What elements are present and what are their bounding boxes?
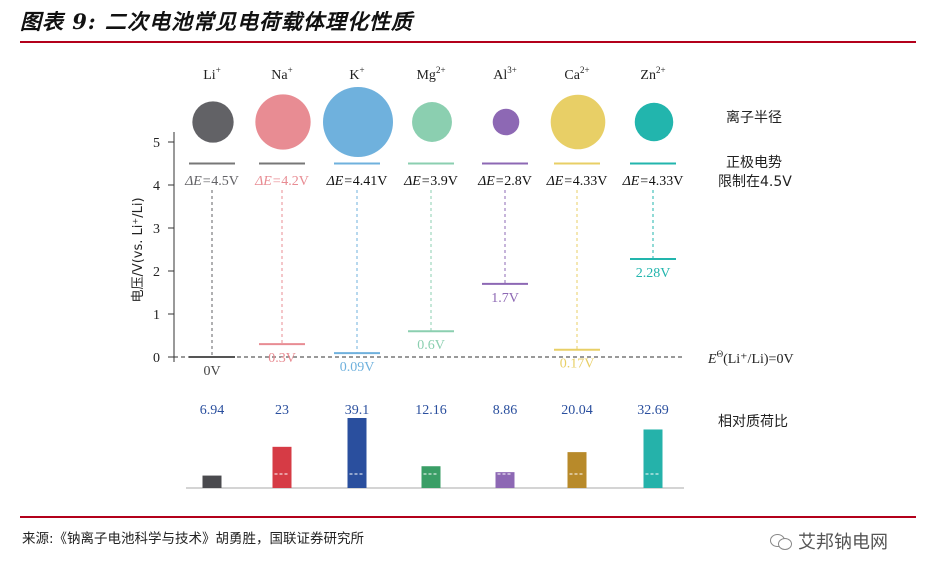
radius-annotation: 离子半径 xyxy=(726,109,782,126)
reference-annotation-part: E xyxy=(707,352,717,367)
delta-e-prefix: ΔE= xyxy=(403,174,430,189)
delta-e-value: 4.33V xyxy=(573,174,608,189)
mass-charge-bar xyxy=(495,472,515,488)
delta-e-prefix: ΔE= xyxy=(326,174,353,189)
mass-charge-value: 12.16 xyxy=(415,403,447,418)
reference-annotation-part: (Li⁺/Li)=0V xyxy=(723,352,794,367)
anode-voltage-label: 0.6V xyxy=(417,338,445,353)
y-tick-label: 5 xyxy=(153,136,160,151)
mass-charge-bar xyxy=(347,418,367,488)
anode-voltage-label: 0.17V xyxy=(560,357,595,372)
ion-radius-circle xyxy=(255,94,311,150)
anode-voltage-label: 0V xyxy=(203,364,220,379)
y-tick-label: 3 xyxy=(153,222,160,237)
delta-e-prefix: ΔE= xyxy=(184,174,211,189)
mass-charge-value: 23 xyxy=(275,403,289,418)
mass-charge-value: 8.86 xyxy=(493,403,518,418)
chat-bubbles-icon xyxy=(770,532,792,550)
y-tick-label: 2 xyxy=(153,265,160,280)
mass-charge-value: 6.94 xyxy=(200,403,225,418)
y-tick-label: 0 xyxy=(153,351,160,366)
ion-charge: 2+ xyxy=(436,65,446,75)
delta-e-value: 4.33V xyxy=(649,174,684,189)
delta-e-label: ΔE=2.8V xyxy=(477,174,532,189)
ion-radius-circle xyxy=(550,94,606,150)
delta-e-prefix: ΔE= xyxy=(546,174,573,189)
delta-e-value: 4.2V xyxy=(281,174,309,189)
source-note: 来源:《钠离子电池科学与技术》胡勇胜，国联证券研究所 xyxy=(22,531,365,547)
delta-e-label: ΔE=3.9V xyxy=(403,174,458,189)
ion-symbol: Mg xyxy=(416,68,435,83)
mass-charge-bar xyxy=(643,429,663,488)
ion-charge: 3+ xyxy=(507,65,517,75)
anode-voltage-label: 2.28V xyxy=(636,266,671,281)
ion-symbol-label: K+ xyxy=(349,65,364,83)
delta-e-prefix: ΔE= xyxy=(622,174,649,189)
ion-symbol-label: Zn2+ xyxy=(640,65,665,83)
figure-title: 图表 9: 二次电池常见电荷载体理化性质 xyxy=(20,9,413,34)
delta-e-prefix: ΔE= xyxy=(477,174,504,189)
mass-charge-value: 39.1 xyxy=(345,403,370,418)
ion-charge: + xyxy=(216,65,221,75)
delta-e-value: 3.9V xyxy=(430,174,458,189)
delta-e-value: 4.5V xyxy=(211,174,239,189)
watermark-text: 艾邦钠电网 xyxy=(798,532,888,553)
limit-annotation-line2: 限制在4.5V xyxy=(718,174,792,190)
anode-voltage-label: 0.3V xyxy=(268,351,296,366)
ion-radius-circle xyxy=(492,108,520,136)
ion-charge: 2+ xyxy=(656,65,666,75)
mass-charge-value: 32.69 xyxy=(637,403,669,418)
ion-symbol: K xyxy=(349,68,359,83)
ion-symbol-label: Na+ xyxy=(271,65,292,83)
ion-symbol: Na xyxy=(271,68,288,83)
ion-radius-circle xyxy=(412,102,452,142)
anode-voltage-label: 1.7V xyxy=(491,291,519,306)
ion-symbol-label: Mg2+ xyxy=(416,65,445,83)
ion-symbol: Zn xyxy=(640,68,656,83)
ion-symbol: Al xyxy=(493,68,507,83)
reference-annotation-part: Θ xyxy=(717,349,724,359)
ion-charge: + xyxy=(360,65,365,75)
ion-symbol-label: Li+ xyxy=(203,65,221,83)
delta-e-prefix: ΔE= xyxy=(254,174,281,189)
delta-e-label: ΔE=4.41V xyxy=(326,174,388,189)
ion-radius-circle xyxy=(323,87,393,157)
ion-charge: + xyxy=(288,65,293,75)
delta-e-value: 4.41V xyxy=(353,174,388,189)
delta-e-value: 2.8V xyxy=(504,174,532,189)
ion-radius-circle xyxy=(634,102,674,142)
mass-charge-bar xyxy=(272,446,292,488)
delta-e-label: ΔE=4.5V xyxy=(184,174,239,189)
y-axis-label: 电压/V(vs. Li⁺/Li) xyxy=(131,197,146,302)
mass-charge-bar xyxy=(202,475,222,488)
ion-symbol-label: Al3+ xyxy=(493,65,517,83)
mass-charge-bar xyxy=(567,452,587,488)
limit-annotation-line1: 正极电势 xyxy=(726,155,782,171)
mass-charge-bar xyxy=(421,466,441,488)
mass-annotation: 相对质荷比 xyxy=(718,414,788,430)
mass-charge-value: 20.04 xyxy=(561,403,593,418)
watermark: 艾邦钠电网 xyxy=(770,528,888,554)
ion-radius-circle xyxy=(192,101,234,143)
reference-annotation: EΘ(Li⁺/Li)=0V xyxy=(707,349,794,367)
title-rule xyxy=(20,41,916,43)
delta-e-label: ΔE=4.2V xyxy=(254,174,309,189)
delta-e-label: ΔE=4.33V xyxy=(622,174,684,189)
delta-e-label: ΔE=4.33V xyxy=(546,174,608,189)
anode-voltage-label: 0.09V xyxy=(340,360,375,375)
ion-symbol: Li xyxy=(203,68,216,83)
ion-symbol: Ca xyxy=(564,68,580,83)
footer-rule xyxy=(20,516,916,518)
y-tick-label: 1 xyxy=(153,308,160,323)
y-tick-label: 4 xyxy=(153,179,160,194)
ion-symbol-label: Ca2+ xyxy=(564,65,589,83)
ion-charge: 2+ xyxy=(580,65,590,75)
